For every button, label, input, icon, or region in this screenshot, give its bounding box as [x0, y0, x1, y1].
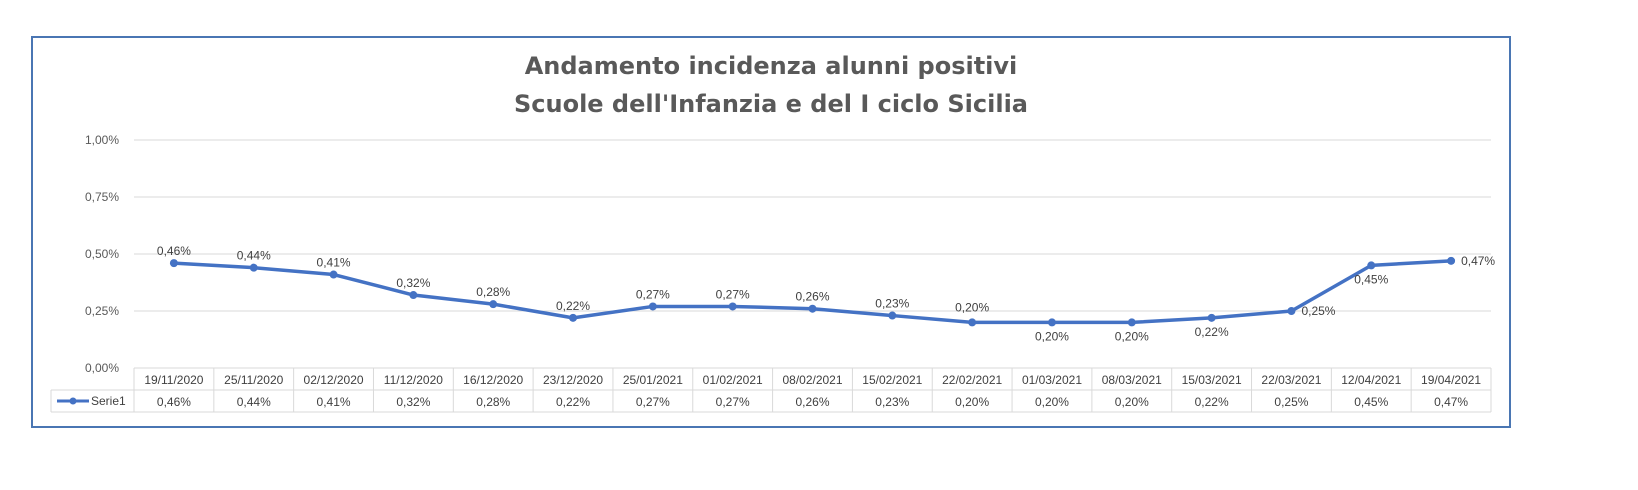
data-label: 0,47%: [1461, 254, 1495, 268]
data-point: [888, 311, 897, 320]
data-label: 0,20%: [955, 300, 989, 314]
x-tick-label: 19/11/2020: [144, 373, 203, 387]
data-point: [1207, 313, 1216, 322]
data-point: [249, 263, 258, 272]
data-label: 0,28%: [476, 285, 510, 299]
data-point: [1287, 307, 1296, 315]
data-point: [648, 302, 657, 311]
x-tick-label: 01/02/2021: [703, 373, 763, 387]
data-point: [1447, 256, 1456, 265]
data-point: [329, 270, 338, 279]
data-point: [569, 313, 578, 322]
legend-marker: [69, 397, 77, 405]
x-tick-label: 25/11/2020: [224, 373, 283, 387]
data-label: 0,41%: [317, 256, 351, 270]
data-label: 0,44%: [237, 249, 271, 263]
data-point: [1047, 318, 1056, 327]
table-value: 0,28%: [476, 395, 510, 409]
data-point: [169, 259, 178, 268]
y-tick-label: 0,00%: [85, 361, 119, 375]
table-value: 0,44%: [237, 395, 271, 409]
data-point: [968, 318, 977, 327]
data-point: [808, 304, 817, 313]
data-label: 0,22%: [1195, 325, 1229, 339]
data-label: 0,25%: [1301, 304, 1335, 318]
x-tick-label: 19/04/2021: [1421, 373, 1481, 387]
table-value: 0,41%: [317, 395, 351, 409]
data-label: 0,46%: [157, 244, 191, 258]
chart-frame: Andamento incidenza alunni positivi Scuo…: [31, 36, 1511, 428]
x-tick-label: 08/02/2021: [782, 373, 842, 387]
data-point: [1127, 318, 1136, 327]
table-value: 0,47%: [1434, 395, 1468, 409]
line-chart: 0,00% 0,25% 0,50% 0,75% 1,00% 19/11/2020 0,46%…: [50, 133, 1495, 413]
data-label: 0,23%: [875, 297, 909, 311]
table-value: 0,22%: [556, 395, 590, 409]
x-tick-label: 12/04/2021: [1341, 373, 1401, 387]
data-label: 0,27%: [636, 287, 670, 301]
table-value: 0,22%: [1195, 395, 1229, 409]
data-label: 0,45%: [1354, 272, 1388, 286]
data-label: 0,22%: [556, 299, 590, 313]
chart-subtitle: Scuole dell'Infanzia e del I ciclo Sicil…: [513, 90, 1028, 118]
x-tick-label: 02/12/2020: [304, 373, 364, 387]
table-value: 0,20%: [1115, 395, 1149, 409]
x-tick-label: 11/12/2020: [384, 373, 443, 387]
data-label: 0,20%: [1115, 329, 1149, 343]
data-label: 0,26%: [795, 290, 829, 304]
x-tick-label: 22/03/2021: [1261, 373, 1321, 387]
y-tick-label: 0,50%: [85, 247, 119, 261]
data-point: [409, 291, 418, 300]
y-tick-label: 0,25%: [85, 304, 119, 318]
table-value: 0,27%: [636, 395, 670, 409]
table-value: 0,46%: [157, 395, 191, 409]
data-point: [489, 300, 498, 309]
legend-label: Serie1: [91, 394, 126, 408]
table-value: 0,32%: [396, 395, 430, 409]
y-tick-label: 0,75%: [85, 190, 119, 204]
x-tick-label: 15/03/2021: [1182, 373, 1242, 387]
data-point: [728, 302, 737, 311]
table-value: 0,20%: [955, 395, 989, 409]
data-label: 0,20%: [1035, 329, 1069, 343]
x-tick-label: 08/03/2021: [1102, 373, 1162, 387]
table-value: 0,27%: [716, 395, 750, 409]
data-label: 0,32%: [396, 276, 430, 290]
table-value: 0,45%: [1354, 395, 1388, 409]
chart-title: Andamento incidenza alunni positivi: [524, 52, 1018, 80]
x-tick-label: 01/03/2021: [1022, 373, 1082, 387]
table-value: 0,26%: [795, 395, 829, 409]
table-value: 0,23%: [875, 395, 909, 409]
data-point: [1367, 261, 1376, 270]
x-tick-label: 23/12/2020: [543, 373, 603, 387]
table-value: 0,20%: [1035, 395, 1069, 409]
x-tick-label: 25/01/2021: [623, 373, 683, 387]
x-tick-label: 15/02/2021: [862, 373, 922, 387]
x-tick-label: 16/12/2020: [463, 373, 523, 387]
data-label: 0,27%: [716, 287, 750, 301]
y-tick-label: 1,00%: [85, 133, 119, 147]
table-value: 0,25%: [1274, 395, 1308, 409]
x-tick-label: 22/02/2021: [942, 373, 1002, 387]
